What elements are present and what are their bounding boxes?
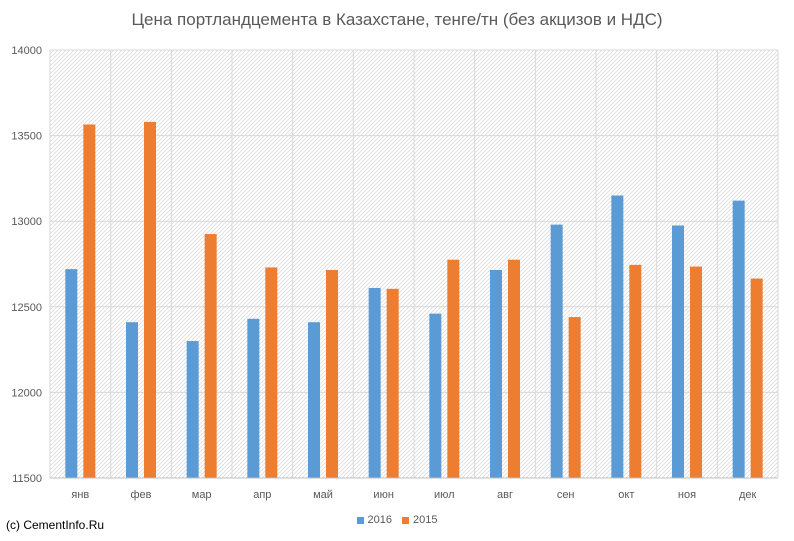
legend-item-series-2: 2015 xyxy=(402,514,437,526)
x-tick-label: май xyxy=(313,489,333,501)
x-tick-label: июл xyxy=(434,489,455,501)
bar-series-1-окт xyxy=(611,195,624,478)
bar-series-1-ноя xyxy=(672,225,684,478)
y-tick-label: 13000 xyxy=(11,216,42,228)
bar-series-2-июн xyxy=(386,288,399,478)
bar-series-1-июн xyxy=(368,287,381,478)
bar-series-2-сен xyxy=(568,317,581,478)
x-tick-label: фев xyxy=(130,489,151,501)
chart-title: Цена портландцемента в Казахстане, тенге… xyxy=(131,10,663,29)
legend-item-series-1: 2016 xyxy=(356,514,392,526)
bar-series-1-янв xyxy=(65,269,78,478)
bar-series-1-дек xyxy=(732,200,745,478)
bar-series-1-авг xyxy=(490,269,502,478)
bar-series-2-июл xyxy=(447,259,460,478)
bar-series-1-фев xyxy=(126,322,138,478)
x-tick-label: авг xyxy=(497,489,513,501)
y-tick-label: 12500 xyxy=(11,302,42,314)
bar-series-2-янв xyxy=(83,124,96,479)
x-tick-label: дек xyxy=(739,489,757,501)
bar-series-1-сен xyxy=(550,224,563,478)
x-tick-label: окт xyxy=(618,489,634,501)
legend-label-series-1: 2016 xyxy=(367,514,392,526)
bar-series-1-апр xyxy=(247,318,260,478)
bar-series-2-май xyxy=(326,269,338,478)
bar-series-1-июл xyxy=(429,313,442,478)
bar-series-2-фев xyxy=(144,121,156,479)
x-tick-label: мар xyxy=(192,489,212,501)
bar-series-2-дек xyxy=(750,278,763,478)
x-tick-label: июн xyxy=(373,489,393,501)
y-tick-label: 13500 xyxy=(11,131,42,143)
bar-series-1-мар xyxy=(186,341,199,478)
x-tick-label: янв xyxy=(71,489,89,501)
legend-swatch-series-1 xyxy=(356,516,364,524)
legend-swatch-series-2 xyxy=(402,516,409,524)
bar-series-2-окт xyxy=(629,264,642,478)
bar-series-2-мар xyxy=(204,234,217,478)
bar-series-2-ноя xyxy=(690,266,702,478)
bar-series-1-май xyxy=(308,322,320,478)
legend: 2016 2015 xyxy=(0,514,794,526)
y-tick-label: 11500 xyxy=(12,473,42,485)
x-tick-label: сен xyxy=(557,489,575,501)
x-tick-label: ноя xyxy=(678,489,696,501)
copyright-text: (c) CementInfo.Ru xyxy=(6,518,105,532)
bar-series-2-апр xyxy=(265,267,278,478)
bar-series-2-авг xyxy=(508,259,520,478)
x-tick-label: апр xyxy=(253,489,271,501)
y-tick-label: 14000 xyxy=(11,45,42,57)
legend-label-series-2: 2015 xyxy=(413,514,438,526)
y-tick-label: 12000 xyxy=(11,387,42,399)
